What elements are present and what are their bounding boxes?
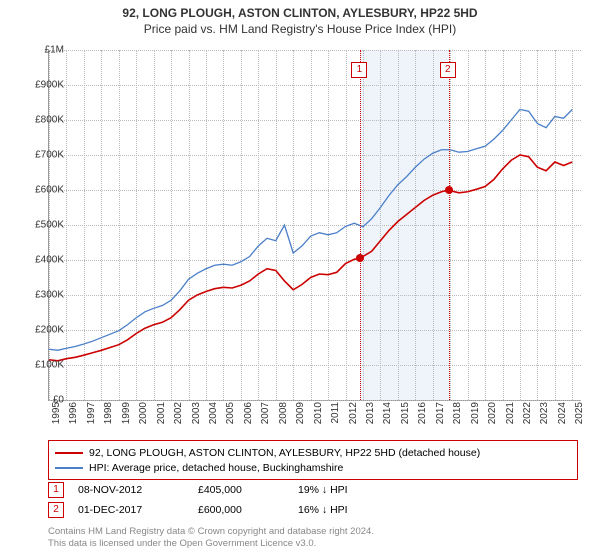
marker-line <box>449 50 450 400</box>
footer-line1: Contains HM Land Registry data © Crown c… <box>48 526 578 538</box>
x-axis-label: 2025 <box>574 402 585 432</box>
y-axis-label: £600K <box>18 185 64 196</box>
x-axis-label: 2021 <box>505 402 516 432</box>
x-axis-label: 2014 <box>382 402 393 432</box>
x-axis-label: 2002 <box>173 402 184 432</box>
x-axis-label: 2010 <box>313 402 324 432</box>
chart-lines-svg <box>49 50 581 400</box>
title-line2: Price paid vs. HM Land Registry's House … <box>0 22 600 36</box>
x-axis-label: 2012 <box>348 402 359 432</box>
x-axis-label: 2020 <box>487 402 498 432</box>
legend-item-property: 92, LONG PLOUGH, ASTON CLINTON, AYLESBUR… <box>55 445 571 460</box>
x-axis-label: 1996 <box>68 402 79 432</box>
x-axis-label: 2004 <box>208 402 219 432</box>
y-axis-label: £400K <box>18 255 64 266</box>
legend-swatch-property <box>55 452 83 454</box>
price-dot <box>445 186 453 194</box>
price-chart <box>48 50 581 401</box>
series-hpi <box>49 110 572 351</box>
y-axis-label: £200K <box>18 325 64 336</box>
x-axis-label: 2006 <box>243 402 254 432</box>
x-axis-label: 2003 <box>191 402 202 432</box>
event-price-2: £600,000 <box>198 504 298 516</box>
x-axis-label: 2000 <box>138 402 149 432</box>
legend-label-property: 92, LONG PLOUGH, ASTON CLINTON, AYLESBUR… <box>89 447 480 459</box>
x-axis-label: 1999 <box>121 402 132 432</box>
series-property <box>49 155 572 361</box>
x-axis-label: 2024 <box>557 402 568 432</box>
y-axis-label: £1M <box>18 45 64 56</box>
event-delta-2: 16% ↓ HPI <box>298 504 348 516</box>
y-axis-label: £300K <box>18 290 64 301</box>
x-axis-label: 2023 <box>539 402 550 432</box>
x-axis-label: 2009 <box>295 402 306 432</box>
legend-item-hpi: HPI: Average price, detached house, Buck… <box>55 460 571 475</box>
legend-swatch-hpi <box>55 467 83 469</box>
x-axis-label: 2008 <box>278 402 289 432</box>
x-axis-label: 2022 <box>522 402 533 432</box>
title-line1: 92, LONG PLOUGH, ASTON CLINTON, AYLESBUR… <box>0 6 600 20</box>
marker-line <box>360 50 361 400</box>
x-axis-label: 2011 <box>330 402 341 432</box>
event-price-1: £405,000 <box>198 484 298 496</box>
legend-label-hpi: HPI: Average price, detached house, Buck… <box>89 462 343 474</box>
marker-label: 2 <box>440 62 456 78</box>
event-table: 1 08-NOV-2012 £405,000 19% ↓ HPI 2 01-DE… <box>48 480 578 520</box>
x-axis-label: 2007 <box>260 402 271 432</box>
chart-title: 92, LONG PLOUGH, ASTON CLINTON, AYLESBUR… <box>0 0 600 36</box>
footer-line2: This data is licensed under the Open Gov… <box>48 538 578 550</box>
footer: Contains HM Land Registry data © Crown c… <box>48 526 578 551</box>
price-dot <box>356 254 364 262</box>
event-row-1: 1 08-NOV-2012 £405,000 19% ↓ HPI <box>48 480 578 500</box>
y-axis-label: £900K <box>18 80 64 91</box>
grid-h <box>49 400 581 401</box>
x-axis-label: 2005 <box>225 402 236 432</box>
x-axis-label: 2016 <box>417 402 428 432</box>
x-axis-label: 1995 <box>51 402 62 432</box>
y-axis-label: £800K <box>18 115 64 126</box>
y-axis-label: £700K <box>18 150 64 161</box>
x-axis-label: 2015 <box>400 402 411 432</box>
event-delta-1: 19% ↓ HPI <box>298 484 348 496</box>
event-row-2: 2 01-DEC-2017 £600,000 16% ↓ HPI <box>48 500 578 520</box>
y-axis-label: £100K <box>18 360 64 371</box>
marker-label: 1 <box>351 62 367 78</box>
x-axis-label: 2019 <box>470 402 481 432</box>
x-axis-label: 2017 <box>435 402 446 432</box>
x-axis-label: 2001 <box>156 402 167 432</box>
x-axis-label: 2013 <box>365 402 376 432</box>
event-box-2: 2 <box>48 502 64 518</box>
legend: 92, LONG PLOUGH, ASTON CLINTON, AYLESBUR… <box>48 440 578 480</box>
event-date-2: 01-DEC-2017 <box>78 504 198 516</box>
y-axis-label: £500K <box>18 220 64 231</box>
event-date-1: 08-NOV-2012 <box>78 484 198 496</box>
x-axis-label: 2018 <box>452 402 463 432</box>
event-box-1: 1 <box>48 482 64 498</box>
x-axis-label: 1997 <box>86 402 97 432</box>
x-axis-label: 1998 <box>103 402 114 432</box>
